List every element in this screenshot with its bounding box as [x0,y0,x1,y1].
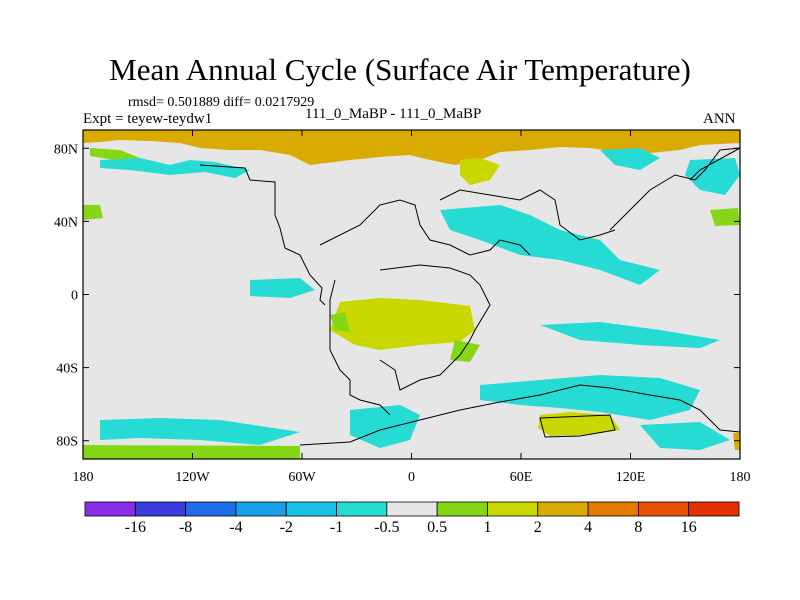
antarctic-warm-edge [733,433,740,450]
coastline-island [539,414,616,438]
coastline-south-continent-east [379,264,491,391]
stats-text: rmsd= 0.501889 diff= 0.0217929 [128,95,315,110]
lon-tick-label: 60E [510,470,533,485]
coastline-asia [439,189,616,241]
coastline-antarctica [299,384,741,446]
coastline-north-east [689,147,741,181]
latitude-ticks: 80N 40N 0 40S 80S [54,142,740,450]
equatorial-cool-region [250,278,315,298]
lat-tick-label: 40S [56,362,78,377]
lon-tick-label: 120E [616,470,646,485]
antarctic-cool-region-3 [640,422,730,450]
comparison-label: 111_0_MaBP - 111_0_MaBP [305,106,482,122]
colorbar-swatch [185,501,237,517]
colorbar-label: 0.5 [427,519,447,536]
colorbar-swatch [134,501,187,517]
coastline-east [609,147,741,231]
colorbar-label: -16 [125,519,146,536]
colorbar-label: -1 [330,519,343,536]
colorbar-label: -2 [280,519,293,536]
lon-tick-label: 0 [408,470,415,485]
colorbar-swatch [84,501,136,517]
season-label: ANN [703,111,736,127]
lon-tick-label: 120W [175,470,210,485]
colorbar: -16 -8 -4 -2 -1 -0.5 0.5 1 2 4 8 16 [84,501,740,536]
map-title: Mean Annual Cycle (Surface Air Temperatu… [109,52,691,87]
north-cool-region-1 [100,158,250,178]
east-low-region [710,208,740,226]
lat-tick-label: 0 [71,289,78,304]
colorbar-swatch [587,501,639,517]
lon-tick-label: 60W [288,470,316,485]
colorbar-label: -0.5 [374,519,399,536]
lat-tick-label: 80S [56,435,78,450]
coastline-americas-north [199,164,326,306]
colorbar-swatch [637,501,690,517]
arctic-warm-region [83,130,740,165]
indian-ocean-cool-region [540,322,720,348]
lat-tick-label: 40N [54,215,78,230]
longitude-ticks: 180 120W 60W 0 60E 120E 180 [73,130,751,485]
southern-ocean-cool-region [480,375,700,420]
colorbar-label: 4 [584,519,592,536]
colorbar-swatch [688,501,740,517]
lon-tick-label: 180 [73,470,94,485]
south-continent-warm-region [330,298,475,350]
antarctic-cool-region-2 [350,405,420,448]
colorbar-swatch [285,501,337,517]
colorbar-label: -8 [179,519,192,536]
lat-tick-label: 80N [54,142,78,157]
colorbar-label: 8 [634,519,642,536]
coastline-south-continent-west [329,279,391,416]
experiment-label: Expt = teyew-teydw1 [83,111,213,127]
west-low-region [83,205,103,220]
coastlines [199,147,741,446]
colorbar-swatch [235,501,287,517]
south-continent-low-region [330,312,350,332]
lon-tick-label: 180 [730,470,751,485]
colorbar-label: 16 [681,519,697,536]
arctic-low-region [90,148,140,160]
antarctic-cool-region-1 [100,418,300,445]
colorbar-label: 2 [534,519,542,536]
coastline-central [319,199,531,256]
colorbar-swatch [487,501,539,517]
colorbar-swatch [537,501,589,517]
north-cool-region-2 [600,148,660,170]
colorbar-label: -4 [229,519,242,536]
south-continent-low-region-2 [450,340,480,362]
colorbar-swatch [336,501,388,517]
asia-cool-region [440,205,660,285]
colorbar-swatch [436,501,488,517]
north-cool-region-3 [685,158,740,195]
colorbar-label: 1 [483,519,491,536]
antarctic-low-band [83,445,300,459]
arctic-mid-region [460,158,500,185]
colorbar-swatch [386,501,438,517]
antarctic-warm-region [538,412,620,436]
